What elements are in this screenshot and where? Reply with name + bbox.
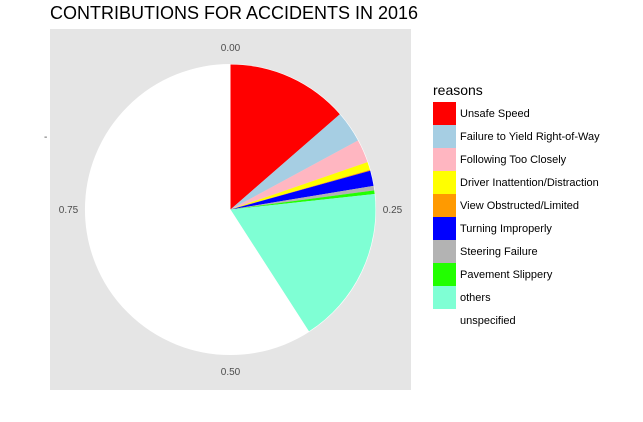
legend-item: unspecified — [433, 309, 639, 332]
pie-slices — [85, 64, 376, 355]
chart-title: CONTRIBUTIONS FOR ACCIDENTS IN 2016 — [50, 3, 419, 23]
pie-slice-following-too-closely — [230, 140, 368, 210]
legend-key — [433, 102, 456, 125]
theta-tick-label: 0.25 — [383, 205, 403, 216]
theta-tick-label: 0.00 — [221, 43, 241, 54]
legend-label: unspecified — [460, 314, 516, 327]
legend-item: Unsafe Speed — [433, 102, 639, 125]
legend-label: Driver Inattention/Distraction — [460, 176, 599, 189]
pie-slice-driver-inattention-distraction — [230, 162, 370, 210]
legend-rows: Unsafe Speed Failure to Yield Right-of-Wa… — [433, 102, 639, 332]
legend-label: Turning Improperly — [460, 222, 552, 235]
legend: reasons Unsafe Speed Failure to Yield Rig… — [433, 82, 639, 332]
legend-item: Turning Improperly — [433, 217, 639, 240]
pie-slice-turning-improperly — [230, 170, 374, 210]
pie-slice-unsafe-speed — [230, 64, 340, 210]
y-tick-label: - — [44, 132, 47, 143]
pie-slice-others — [230, 194, 376, 332]
legend-key — [433, 286, 456, 309]
legend-title: reasons — [433, 82, 483, 98]
legend-label: Unsafe Speed — [460, 107, 530, 120]
theta-ticks: 0.00 0.25 0.50 0.75 — [59, 43, 403, 378]
legend-label: Steering Failure — [460, 245, 538, 258]
legend-key — [433, 263, 456, 286]
legend-label: View Obstructed/Limited — [460, 199, 580, 212]
legend-item: others — [433, 286, 639, 309]
legend-key — [433, 240, 456, 263]
legend-item: View Obstructed/Limited — [433, 194, 639, 217]
pie-slice-unspecified — [85, 64, 309, 355]
legend-label: Pavement Slippery — [460, 268, 553, 281]
legend-item: Failure to Yield Right-of-Way — [433, 125, 639, 148]
pie-slice-steering-failure — [230, 185, 375, 210]
pie-slice-pavement-slippery — [230, 190, 375, 210]
pie-slice-view-obstructed-limited — [230, 169, 371, 210]
legend-key — [433, 217, 456, 240]
legend-key — [433, 309, 456, 332]
legend-key — [433, 148, 456, 171]
legend-key — [433, 171, 456, 194]
theta-tick-label: 0.75 — [59, 205, 79, 216]
legend-label: Following Too Closely — [460, 153, 567, 166]
legend-label: others — [460, 291, 491, 304]
legend-label: Failure to Yield Right-of-Way — [460, 130, 600, 143]
legend-key — [433, 125, 456, 148]
pie-slice-failure-to-yield-right-of-way — [230, 114, 359, 210]
legend-item: Pavement Slippery — [433, 263, 639, 286]
theta-tick-label: 0.50 — [221, 367, 241, 378]
legend-item: Driver Inattention/Distraction — [433, 171, 639, 194]
legend-item: Steering Failure — [433, 240, 639, 263]
legend-item: Following Too Closely — [433, 148, 639, 171]
legend-key — [433, 194, 456, 217]
